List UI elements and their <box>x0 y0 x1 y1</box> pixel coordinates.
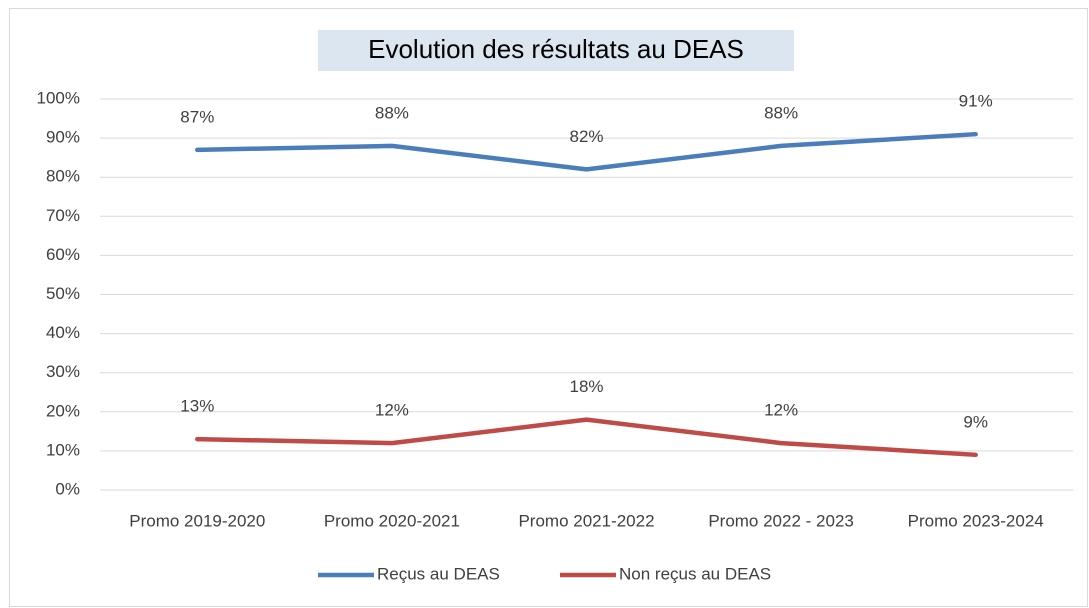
x-tick-label: Promo 2022 - 2023 <box>708 511 854 530</box>
y-tick-label: 100% <box>37 88 80 107</box>
x-tick-label: Promo 2019-2020 <box>129 511 265 530</box>
legend-label: Reçus au DEAS <box>377 564 500 583</box>
x-tick-label: Promo 2023-2024 <box>908 511 1044 530</box>
y-tick-label: 60% <box>46 245 80 264</box>
y-tick-label: 10% <box>46 440 80 459</box>
data-label: 88% <box>764 103 798 122</box>
y-tick-label: 0% <box>55 479 80 498</box>
data-label: 87% <box>180 107 214 126</box>
series-line <box>195 417 978 458</box>
data-label: 13% <box>180 397 214 416</box>
legend-label: Non reçus au DEAS <box>619 564 771 583</box>
title-box <box>318 30 794 71</box>
data-label: 91% <box>959 92 993 111</box>
y-tick-label: 80% <box>46 167 80 186</box>
y-tick-label: 50% <box>46 284 80 303</box>
y-tick-label: 70% <box>46 206 80 225</box>
x-tick-label: Promo 2021-2022 <box>518 511 654 530</box>
series-line <box>195 131 978 172</box>
x-tick-label: Promo 2020-2021 <box>324 511 460 530</box>
y-tick-label: 30% <box>46 362 80 381</box>
data-label: 9% <box>963 412 988 431</box>
chart-title: Evolution des résultats au DEAS <box>368 34 744 64</box>
data-label: 88% <box>375 103 409 122</box>
y-tick-label: 20% <box>46 401 80 420</box>
data-label: 18% <box>569 377 603 396</box>
y-tick-label: 40% <box>46 323 80 342</box>
chart-border <box>9 8 1088 607</box>
data-label: 82% <box>569 127 603 146</box>
data-label: 12% <box>375 401 409 420</box>
y-tick-label: 90% <box>46 128 80 147</box>
data-label: 12% <box>764 401 798 420</box>
